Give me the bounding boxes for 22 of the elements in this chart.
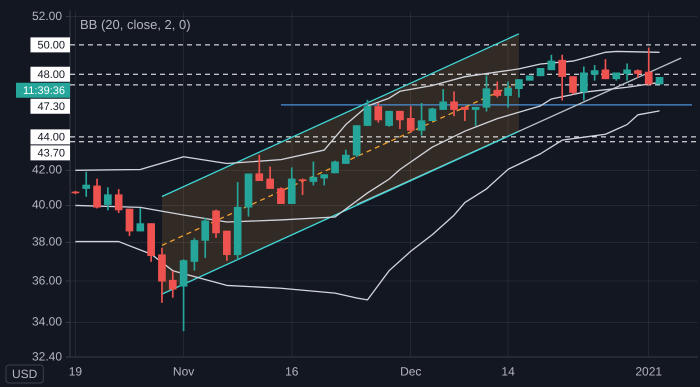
x-tick-label: 2021 xyxy=(635,364,662,379)
ref-line-label: 44.00 xyxy=(37,131,65,144)
legend-label: 43.70 xyxy=(37,147,65,160)
x-tick-label: Dec xyxy=(400,364,422,379)
y-tick-label: 40.00 xyxy=(32,198,62,212)
y-tick-label: 32.40 xyxy=(32,349,62,364)
x-tick-label: 14 xyxy=(501,364,516,379)
text: BB (20, close, 2, 0) xyxy=(80,16,191,32)
candlestick xyxy=(298,178,306,196)
text: 11:39:36 xyxy=(22,84,65,97)
y-tick-label: 34.00 xyxy=(32,314,62,329)
y-tick-label: 38.00 xyxy=(32,234,62,249)
ref-line-label: 48.00 xyxy=(37,68,65,81)
y-tick-label: 52.00 xyxy=(32,9,62,24)
x-tick-label: Nov xyxy=(172,364,194,379)
y-tick-label: 36.00 xyxy=(32,274,62,288)
y-axis-title: USD xyxy=(12,366,38,381)
x-tick-label: 16 xyxy=(285,364,299,379)
y-tick-label: 42.00 xyxy=(32,162,62,177)
ref-line-label: 50.00 xyxy=(37,39,65,52)
x-tick-label: 19 xyxy=(68,364,82,379)
ref-line-label: 47.30 xyxy=(37,100,65,113)
